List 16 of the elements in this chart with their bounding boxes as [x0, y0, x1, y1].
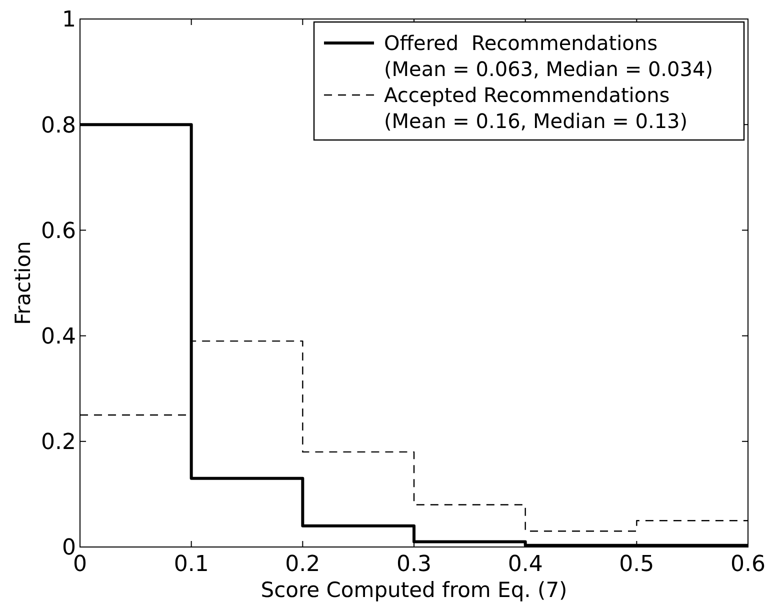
x-axis-title: Score Computed from Eq. (7) — [260, 578, 568, 602]
y-tick-label: 0 — [62, 536, 76, 561]
x-tick-label: 0.4 — [508, 552, 543, 577]
y-tick-label: 0.2 — [41, 430, 76, 456]
x-tick-label: 0.6 — [730, 552, 766, 577]
x-tick-label: 0.3 — [396, 552, 432, 577]
legend-label: Accepted Recommendations (Mean = 0.16, Median = 0.13) — [384, 83, 688, 133]
legend-label: Offered Recommendations (Mean = 0.063, Median = 0.034) — [384, 31, 714, 81]
y-tick-label: 0.6 — [41, 218, 76, 244]
x-tick-label: 0.5 — [619, 552, 654, 577]
x-tick-label: 0.2 — [285, 552, 320, 577]
y-tick-label: 1 — [62, 8, 76, 33]
y-tick-label: 0.8 — [41, 113, 76, 138]
y-tick-label: 0.4 — [41, 324, 76, 350]
y-axis-title: Fraction — [11, 241, 35, 325]
x-tick-label: 0.1 — [174, 552, 209, 577]
